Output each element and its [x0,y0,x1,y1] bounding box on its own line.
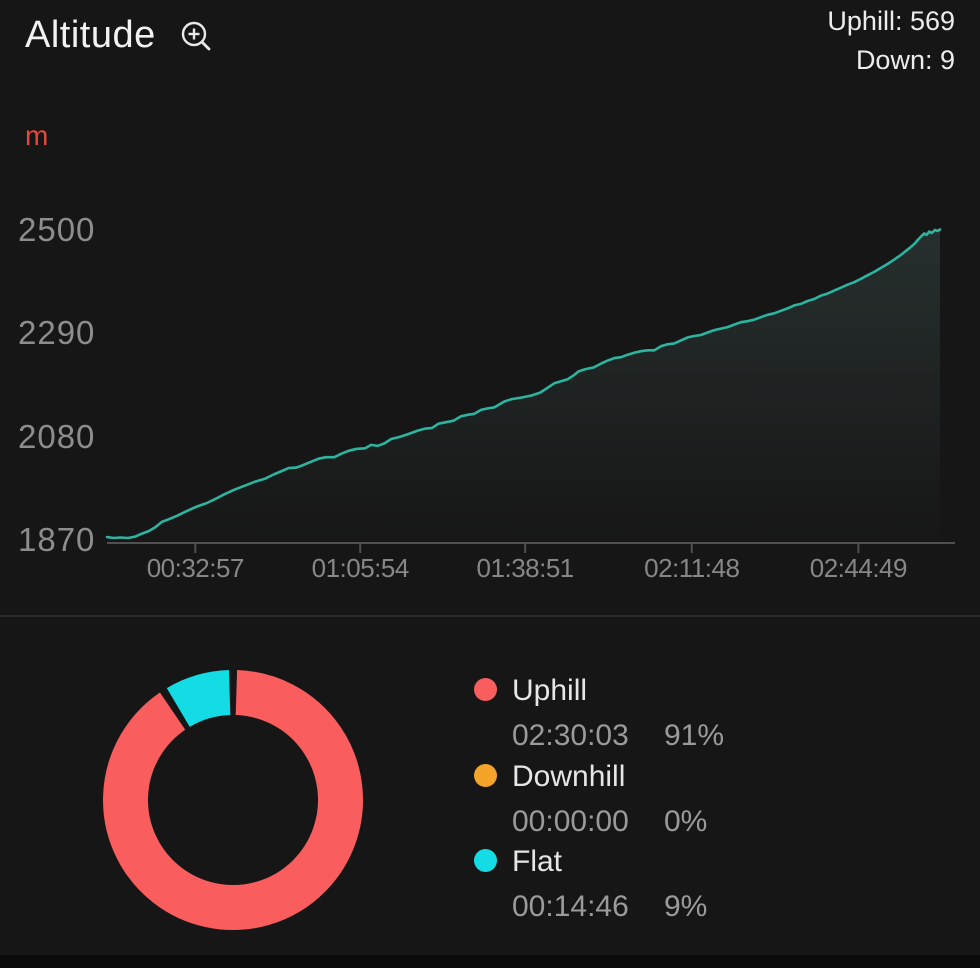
altitude-line [105,228,942,540]
donut-segment-uphill [103,670,363,930]
legend-percent: 91% [664,719,725,752]
donut-segment-flat [166,670,232,728]
page-title: Altitude [25,14,156,56]
x-axis-tick-label: 02:44:49 [809,553,908,583]
legend-time: 00:00:00 [512,805,629,838]
bottom-inset-bar [0,955,980,968]
x-axis-ticks [194,543,860,553]
uphill-total: Uphill: 569 [827,6,955,36]
time-distribution-donut-chart [103,670,363,930]
y-axis-unit-label: m [25,120,49,151]
altitude-line-chart [105,228,955,553]
y-axis-tick-label: 2080 [18,418,96,455]
x-axis-tick-label: 00:32:57 [146,553,245,583]
downhill-dot-icon [474,764,497,787]
legend-percent: 9% [664,890,708,923]
flat-dot-icon [474,849,497,872]
legend-label: Flat [512,845,563,878]
legend-label: Downhill [512,760,626,793]
zoom-in-icon[interactable] [180,20,214,54]
altitude-area-fill [107,229,940,543]
downhill-total: Down: 9 [855,45,955,75]
y-axis-tick-label: 1870 [18,521,96,558]
x-axis-tick-label: 01:05:54 [311,553,410,583]
y-axis-tick-label: 2290 [18,314,96,351]
legend-label: Uphill [512,674,588,707]
uphill-dot-icon [474,678,497,701]
section-divider [0,615,980,617]
y-axis-tick-label: 2500 [18,211,96,248]
x-axis-tick-label: 02:11:48 [644,553,740,583]
legend-time: 02:30:03 [512,719,629,752]
summary-stats: Uphill: 569 Down: 9 [827,2,955,80]
x-axis-tick-label: 01:38:51 [476,553,575,583]
legend-time: 00:14:46 [512,890,629,923]
legend-percent: 0% [664,805,708,838]
